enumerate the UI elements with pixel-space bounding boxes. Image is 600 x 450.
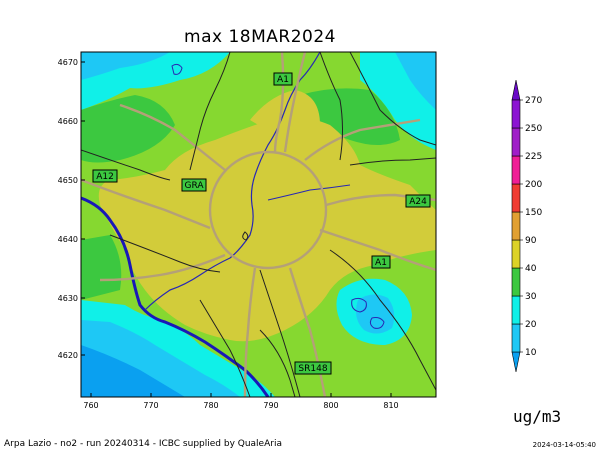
borders xyxy=(81,52,436,397)
chart-title: max 18MAR2024 xyxy=(184,27,336,47)
colorbar-segment xyxy=(511,183,521,213)
road-label-box xyxy=(181,178,207,192)
colorbar-segment xyxy=(511,239,521,269)
road-label: A24 xyxy=(409,197,427,207)
river-aniene xyxy=(267,184,351,201)
y-tick-label: 4630 xyxy=(58,294,78,303)
footer-credit: Arpa Lazio - no2 - run 20240314 - ICBC s… xyxy=(4,439,282,449)
y-tick-label: 4640 xyxy=(58,235,78,244)
footer-date: 2024-03-14-05:40 xyxy=(532,441,596,449)
road-label: A1 xyxy=(375,258,387,268)
road-sw xyxy=(99,253,226,282)
colorbar-label: 270 xyxy=(525,96,542,106)
x-tick-label: 780 xyxy=(203,401,218,410)
colorbar-segment xyxy=(511,295,521,325)
road-label-box xyxy=(405,194,431,208)
x-tick-label: 800 xyxy=(323,401,338,410)
colorbar-label: 20 xyxy=(525,320,537,330)
colorbar-segment xyxy=(511,267,521,297)
road-ne xyxy=(304,118,421,161)
field-veg-2 xyxy=(300,88,400,145)
x-axis-ticks: 760 770 780 790 800 810 xyxy=(83,393,399,410)
colorbar-segment xyxy=(511,127,521,157)
coastline xyxy=(81,196,270,397)
road-a1-north xyxy=(273,52,285,153)
road-a1-north-b xyxy=(283,52,307,153)
river-tiber xyxy=(144,52,321,311)
y-tick-label: 4660 xyxy=(58,117,78,126)
road-s xyxy=(243,267,257,397)
road-east xyxy=(319,228,436,272)
road-label: SR148 xyxy=(298,364,327,374)
x-tick-label: 770 xyxy=(143,401,158,410)
x-tick-label: 790 xyxy=(263,401,278,410)
colorbar-label: 200 xyxy=(525,180,542,190)
road-sr148 xyxy=(288,267,327,397)
road-label: A1 xyxy=(277,75,289,85)
road-nw xyxy=(119,103,226,171)
colorbar-segment xyxy=(511,99,521,129)
colorbar-label: 250 xyxy=(525,124,542,134)
road-label: GRA xyxy=(184,181,204,191)
field-veg-3 xyxy=(81,235,122,300)
road-label-box xyxy=(371,255,391,269)
road-label-box xyxy=(273,72,293,86)
colorbar-label: 10 xyxy=(525,348,537,358)
colorbar-label: 225 xyxy=(525,152,542,162)
y-tick-label: 4650 xyxy=(58,176,78,185)
x-tick-label: 810 xyxy=(383,401,398,410)
colorbar-label: 40 xyxy=(525,264,537,274)
colorbar-bottom-cap xyxy=(511,351,521,373)
colorbar-segment xyxy=(511,323,521,353)
colorbar: 10 20 30 40 90 150 200 225 250 270 xyxy=(511,79,542,373)
colorbar-segment xyxy=(511,211,521,241)
pollution-field xyxy=(81,52,436,397)
road-label: A12 xyxy=(96,172,114,182)
colorbar-label: 150 xyxy=(525,208,542,218)
colorbar-top-cap xyxy=(511,79,521,101)
field-sea-ne xyxy=(395,52,436,110)
road-labels: A1 A12 GRA A24 A1 SR148 xyxy=(92,72,431,375)
y-tick-label: 4670 xyxy=(58,58,78,67)
map-frame xyxy=(80,51,437,398)
field-veg-1 xyxy=(81,95,175,163)
colorbar-label: 90 xyxy=(525,236,537,246)
field-sea-nw xyxy=(81,52,170,80)
road-label-box xyxy=(92,169,118,183)
unit-label: ug/m3 xyxy=(513,407,562,426)
road-a12 xyxy=(81,178,211,230)
roads xyxy=(81,52,436,397)
y-tick-label: 4620 xyxy=(58,351,78,360)
x-tick-label: 760 xyxy=(83,401,98,410)
lake-se xyxy=(351,297,385,329)
y-axis-ticks: 4670 4660 4650 4640 4630 4620 xyxy=(58,58,85,360)
field-deep-sea xyxy=(81,345,185,397)
lake-n xyxy=(171,63,183,75)
gra-ring xyxy=(208,150,328,270)
road-label-box xyxy=(294,361,332,375)
field-sea-se xyxy=(356,294,395,334)
colorbar-label: 30 xyxy=(525,292,537,302)
colorbar-segment xyxy=(511,155,521,185)
